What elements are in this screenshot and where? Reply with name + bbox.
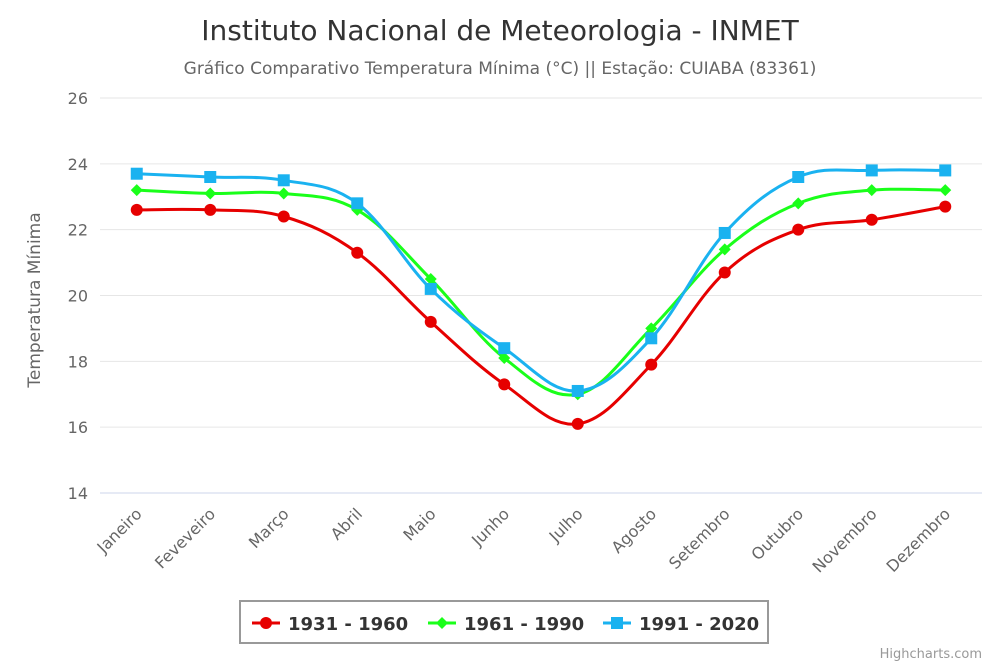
series-group — [130, 164, 952, 430]
data-point[interactable] — [792, 171, 805, 183]
legend-box — [239, 600, 769, 644]
legend: 1931 - 1960 1961 - 1990 1991 - 2020 — [239, 600, 769, 644]
legend-marker[interactable] — [260, 617, 272, 629]
series-line[interactable] — [135, 168, 947, 393]
legend-item-2[interactable]: 1961 - 1990 — [464, 614, 584, 635]
data-point[interactable] — [204, 171, 217, 183]
y-tick-label: 26 — [68, 89, 88, 108]
data-point[interactable] — [718, 266, 731, 279]
data-point[interactable] — [645, 358, 658, 371]
data-point[interactable] — [277, 187, 290, 200]
x-tick-label: Dezembro — [883, 504, 955, 576]
legend-marker[interactable] — [436, 617, 448, 629]
data-point[interactable] — [130, 203, 143, 216]
data-point[interactable] — [498, 378, 511, 391]
series-line[interactable] — [135, 205, 947, 426]
data-point[interactable] — [204, 203, 217, 216]
data-point[interactable] — [645, 332, 658, 345]
y-tick-label: 20 — [68, 287, 88, 306]
data-point[interactable] — [351, 246, 364, 259]
series-3 — [130, 164, 952, 397]
y-axis-ticks: 14 16 18 20 22 24 26 — [68, 89, 88, 503]
data-point[interactable] — [498, 352, 511, 365]
data-point[interactable] — [277, 210, 290, 223]
data-point[interactable] — [130, 167, 143, 180]
data-point[interactable] — [865, 164, 878, 177]
series-2 — [130, 184, 952, 401]
y-tick-label: 16 — [68, 418, 88, 437]
chart-subtitle: Gráfico Comparativo Temperatura Mínima (… — [184, 59, 817, 79]
data-point[interactable] — [130, 184, 143, 197]
x-tick-label: Julho — [545, 504, 587, 546]
data-point[interactable] — [277, 174, 290, 187]
data-point[interactable] — [865, 213, 878, 226]
grid — [100, 97, 982, 494]
data-point[interactable] — [718, 243, 731, 256]
x-tick-label: Maio — [399, 504, 439, 544]
x-tick-label: Feveveiro — [151, 504, 219, 572]
data-point[interactable] — [718, 226, 731, 239]
y-tick-label: 22 — [68, 221, 88, 240]
data-point[interactable] — [792, 223, 805, 236]
data-point[interactable] — [865, 184, 878, 197]
x-tick-label: Agosto — [608, 504, 661, 557]
data-point[interactable] — [424, 315, 437, 328]
credits-link[interactable]: Highcharts.com — [880, 647, 982, 662]
data-point[interactable] — [939, 164, 952, 177]
data-point[interactable] — [424, 273, 437, 286]
series-1 — [130, 200, 952, 430]
data-point[interactable] — [498, 342, 511, 355]
x-tick-label: Setembro — [665, 504, 734, 573]
x-tick-label: Novembro — [809, 504, 881, 576]
x-tick-label: Abril — [327, 504, 366, 543]
legend-item-3[interactable]: 1991 - 2020 — [639, 614, 759, 635]
x-tick-label: Outubro — [747, 504, 807, 564]
data-point[interactable] — [424, 282, 437, 295]
data-point[interactable] — [351, 197, 364, 210]
x-tick-label: Junho — [467, 504, 513, 550]
legend-marker[interactable] — [611, 617, 623, 629]
chart-title: Instituto Nacional de Meteorologia - INM… — [201, 14, 799, 47]
x-axis-ticks: Janeiro Feveveiro Março Abril Maio Junho Julho… — [93, 504, 955, 576]
y-tick-label: 14 — [68, 484, 88, 503]
data-point[interactable] — [571, 417, 584, 430]
data-point[interactable] — [645, 322, 658, 335]
x-tick-label: Março — [245, 504, 293, 552]
data-point[interactable] — [939, 200, 952, 213]
y-tick-label: 24 — [68, 155, 88, 174]
x-tick-label: Janeiro — [93, 504, 146, 557]
series-line[interactable] — [135, 187, 947, 397]
y-tick-label: 18 — [68, 352, 88, 371]
y-axis-title: Temperatura Mínima — [25, 212, 45, 388]
data-point[interactable] — [204, 187, 217, 200]
data-point[interactable] — [939, 184, 952, 197]
data-point[interactable] — [792, 197, 805, 210]
data-point[interactable] — [571, 384, 584, 397]
legend-item-1[interactable]: 1931 - 1960 — [288, 614, 408, 635]
